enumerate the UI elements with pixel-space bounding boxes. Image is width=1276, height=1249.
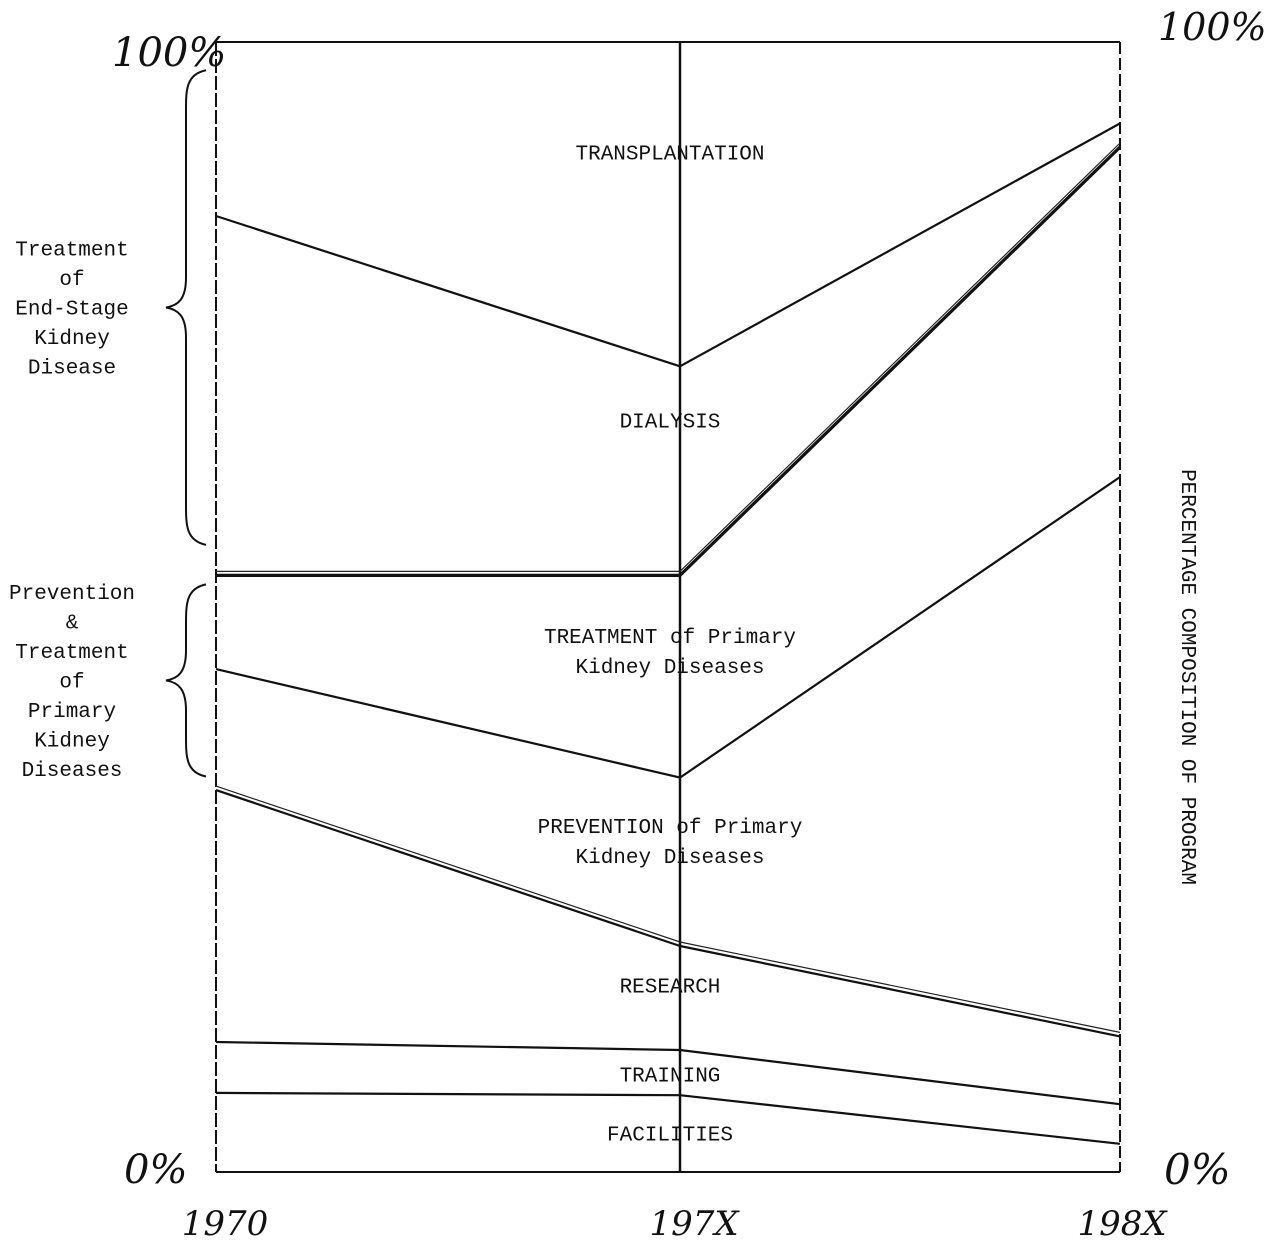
x-tick-label-198x: 198X xyxy=(1077,1204,1168,1244)
region-label-training: TRAINING xyxy=(620,1066,721,1089)
region-label-dialysis: DIALYSIS xyxy=(620,411,721,434)
brace-label-esrd-line-3: End-Stage xyxy=(15,299,128,322)
brace-label-primary-line-7: Diseases xyxy=(22,760,123,783)
region-label-facilities: FACILITIES xyxy=(607,1124,733,1147)
boundary-dialysis-top xyxy=(215,122,1121,368)
brace-label-esrd-line-2: of xyxy=(59,269,84,292)
brace-label-primary-line-6: Kidney xyxy=(34,730,110,753)
y-right-bottom-label: 0% xyxy=(1164,1145,1231,1194)
region-label-research: RESEARCH xyxy=(620,976,721,999)
y-left-top-label: 100% xyxy=(112,30,226,76)
region-label-prevention-line-1: PREVENTION of Primary xyxy=(538,817,803,840)
y-right-top-label: 100% xyxy=(1158,5,1267,49)
y-right-axis-title: PERCENTAGE COMPOSITION OF PROGRAM xyxy=(1175,469,1198,885)
region-label-transplantation: TRANSPLANTATION xyxy=(575,144,764,167)
boundary-prevention-top xyxy=(215,476,1121,779)
boundary-treatment-primary-top-double xyxy=(216,142,1121,573)
brace-label-primary-line-1: Prevention xyxy=(9,583,135,606)
region-label-treatment-line-1: TREATMENT of Primary xyxy=(544,627,796,650)
region-label-treatment-line-2: Kidney Diseases xyxy=(575,657,764,680)
boundary-research-top xyxy=(215,789,1121,1038)
boundary-treatment-primary-top xyxy=(216,145,1122,578)
x-tick-label-1970: 1970 xyxy=(182,1204,269,1244)
brace-label-esrd-line-1: Treatment xyxy=(15,240,128,263)
boundary-facilities-top xyxy=(215,1091,1121,1145)
brace-label-primary-line-5: Primary xyxy=(28,701,116,724)
brace-label-esrd-line-4: Kidney xyxy=(34,328,110,351)
boundary-research-top-double xyxy=(215,785,1121,1033)
brace-label-esrd-line-5: Disease xyxy=(28,358,116,381)
y-left-bottom-label: 0% xyxy=(124,1147,187,1193)
brace-label-primary-line-4: of xyxy=(59,671,84,694)
brace-esrd xyxy=(165,69,207,546)
brace-label-primary-line-3: Treatment xyxy=(15,642,128,665)
brace-label-primary-line-2: & xyxy=(66,612,79,635)
brace-primary xyxy=(165,583,207,778)
region-label-prevention-line-2: Kidney Diseases xyxy=(575,847,764,870)
x-tick-label-197x: 197X xyxy=(649,1204,740,1244)
boundary-training-top xyxy=(215,1040,1121,1106)
